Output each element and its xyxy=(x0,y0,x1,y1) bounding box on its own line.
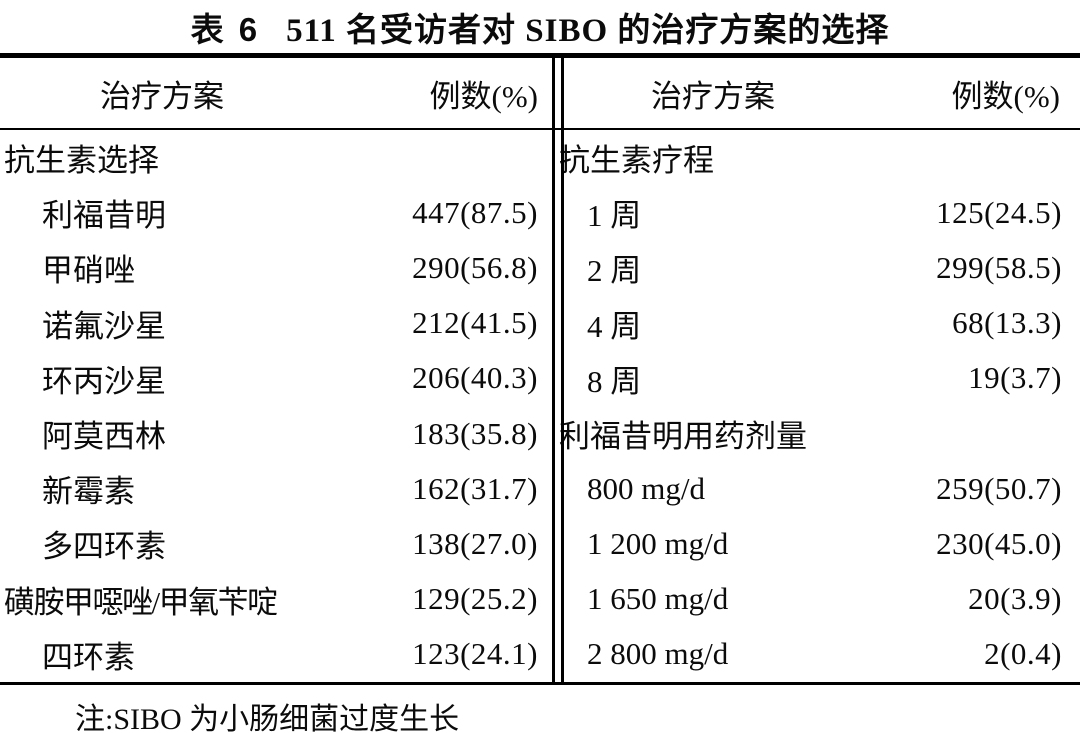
table-row: 抗生素疗程 xyxy=(553,130,1080,185)
cases-value: 123(24.1) xyxy=(412,636,538,672)
header-left-group: 治疗方案 例数(%) xyxy=(0,58,553,128)
table-number-label: 表 6 xyxy=(190,10,261,48)
cases-value: 290(56.8) xyxy=(412,249,538,285)
table-row: 多四环素 138(27.0) xyxy=(0,516,553,571)
table-row: 新霉素 162(31.7) xyxy=(0,461,553,516)
treatment-label: 多四环素 xyxy=(42,529,166,565)
cases-value: 125(24.5) xyxy=(936,194,1062,230)
table-row: 1 650 mg/d 20(3.9) xyxy=(553,572,1080,627)
cases-value: 183(35.8) xyxy=(412,415,538,451)
table-row: 2 周 299(58.5) xyxy=(553,240,1080,295)
treatment-table: 治疗方案 例数(%) 治疗方案 例数(%) 抗生素选择 利福昔明 447(87.… xyxy=(0,53,1080,685)
table-row: 800 mg/d 259(50.7) xyxy=(553,461,1080,516)
treatment-label: 4 周 xyxy=(587,308,642,344)
table-row: 利福昔明用药剂量 xyxy=(553,406,1080,461)
cases-value: 230(45.0) xyxy=(936,525,1062,561)
table-row: 诺氟沙星 212(41.5) xyxy=(0,296,553,351)
treatment-label: 2 周 xyxy=(587,253,642,289)
table-title-text: 511 名受访者对 SIBO 的治疗方案的选择 xyxy=(286,12,890,49)
header-cases-left: 例数(%) xyxy=(429,78,538,114)
treatment-label: 利福昔明用药剂量 xyxy=(559,419,807,455)
treatment-label: 1 周 xyxy=(587,198,642,234)
table-footnote: 注:SIBO 为小肠细菌过度生长 xyxy=(75,702,460,733)
cases-value: 162(31.7) xyxy=(412,470,538,506)
treatment-label: 甲硝唑 xyxy=(42,253,135,289)
table-row: 2 800 mg/d 2(0.4) xyxy=(553,627,1080,682)
cases-value: 259(50.7) xyxy=(936,470,1062,506)
table-row: 阿莫西林 183(35.8) xyxy=(0,406,553,461)
table-row: 8 周 19(3.7) xyxy=(553,351,1080,406)
treatment-label: 2 800 mg/d xyxy=(587,636,729,672)
header-plan-left: 治疗方案 xyxy=(100,78,224,114)
table-row: 1 200 mg/d 230(45.0) xyxy=(553,516,1080,571)
header-right-group: 治疗方案 例数(%) xyxy=(553,58,1080,128)
cases-value: 68(13.3) xyxy=(952,305,1062,341)
right-panel: 抗生素疗程 1 周 125(24.5) 2 周 299(58.5) 4 周 68… xyxy=(553,130,1080,682)
treatment-label: 新霉素 xyxy=(42,474,135,510)
treatment-label: 800 mg/d xyxy=(587,470,705,506)
table-row: 磺胺甲噁唑/甲氧苄啶 129(25.2) xyxy=(0,572,553,627)
table-row: 甲硝唑 290(56.8) xyxy=(0,240,553,295)
treatment-label: 8 周 xyxy=(587,363,642,399)
table-row: 抗生素选择 xyxy=(0,130,553,185)
treatment-label: 诺氟沙星 xyxy=(42,308,166,344)
treatment-label: 利福昔明 xyxy=(42,198,166,234)
treatment-label: 抗生素疗程 xyxy=(559,143,714,179)
cases-value: 206(40.3) xyxy=(412,360,538,396)
table-row: 环丙沙星 206(40.3) xyxy=(0,351,553,406)
cases-value: 212(41.5) xyxy=(412,305,538,341)
table-header-row: 治疗方案 例数(%) 治疗方案 例数(%) xyxy=(0,58,1080,130)
cases-value: 447(87.5) xyxy=(412,194,538,230)
table-row: 利福昔明 447(87.5) xyxy=(0,185,553,240)
cases-value: 19(3.7) xyxy=(968,360,1062,396)
table-row: 4 周 68(13.3) xyxy=(553,296,1080,351)
header-plan-right: 治疗方案 xyxy=(651,78,775,114)
treatment-label: 抗生素选择 xyxy=(4,143,159,179)
table-body: 抗生素选择 利福昔明 447(87.5) 甲硝唑 290(56.8) 诺氟沙星 … xyxy=(0,130,1080,682)
treatment-label: 阿莫西林 xyxy=(42,419,166,455)
double-rule-divider xyxy=(552,58,564,682)
treatment-label: 磺胺甲噁唑/甲氧苄啶 xyxy=(4,584,278,620)
header-cases-right: 例数(%) xyxy=(951,78,1060,114)
cases-value: 299(58.5) xyxy=(936,249,1062,285)
treatment-label: 1 200 mg/d xyxy=(587,525,729,561)
treatment-label: 1 650 mg/d xyxy=(587,581,729,617)
cases-value: 138(27.0) xyxy=(412,525,538,561)
treatment-label: 四环素 xyxy=(42,639,135,675)
table-row: 1 周 125(24.5) xyxy=(553,185,1080,240)
table-row: 四环素 123(24.1) xyxy=(0,627,553,682)
cases-value: 129(25.2) xyxy=(412,581,538,617)
table-title: 表 6 511 名受访者对 SIBO 的治疗方案的选择 xyxy=(0,0,1080,53)
cases-value: 2(0.4) xyxy=(984,636,1062,672)
cases-value: 20(3.9) xyxy=(968,581,1062,617)
left-panel: 抗生素选择 利福昔明 447(87.5) 甲硝唑 290(56.8) 诺氟沙星 … xyxy=(0,130,553,682)
treatment-label: 环丙沙星 xyxy=(42,363,166,399)
